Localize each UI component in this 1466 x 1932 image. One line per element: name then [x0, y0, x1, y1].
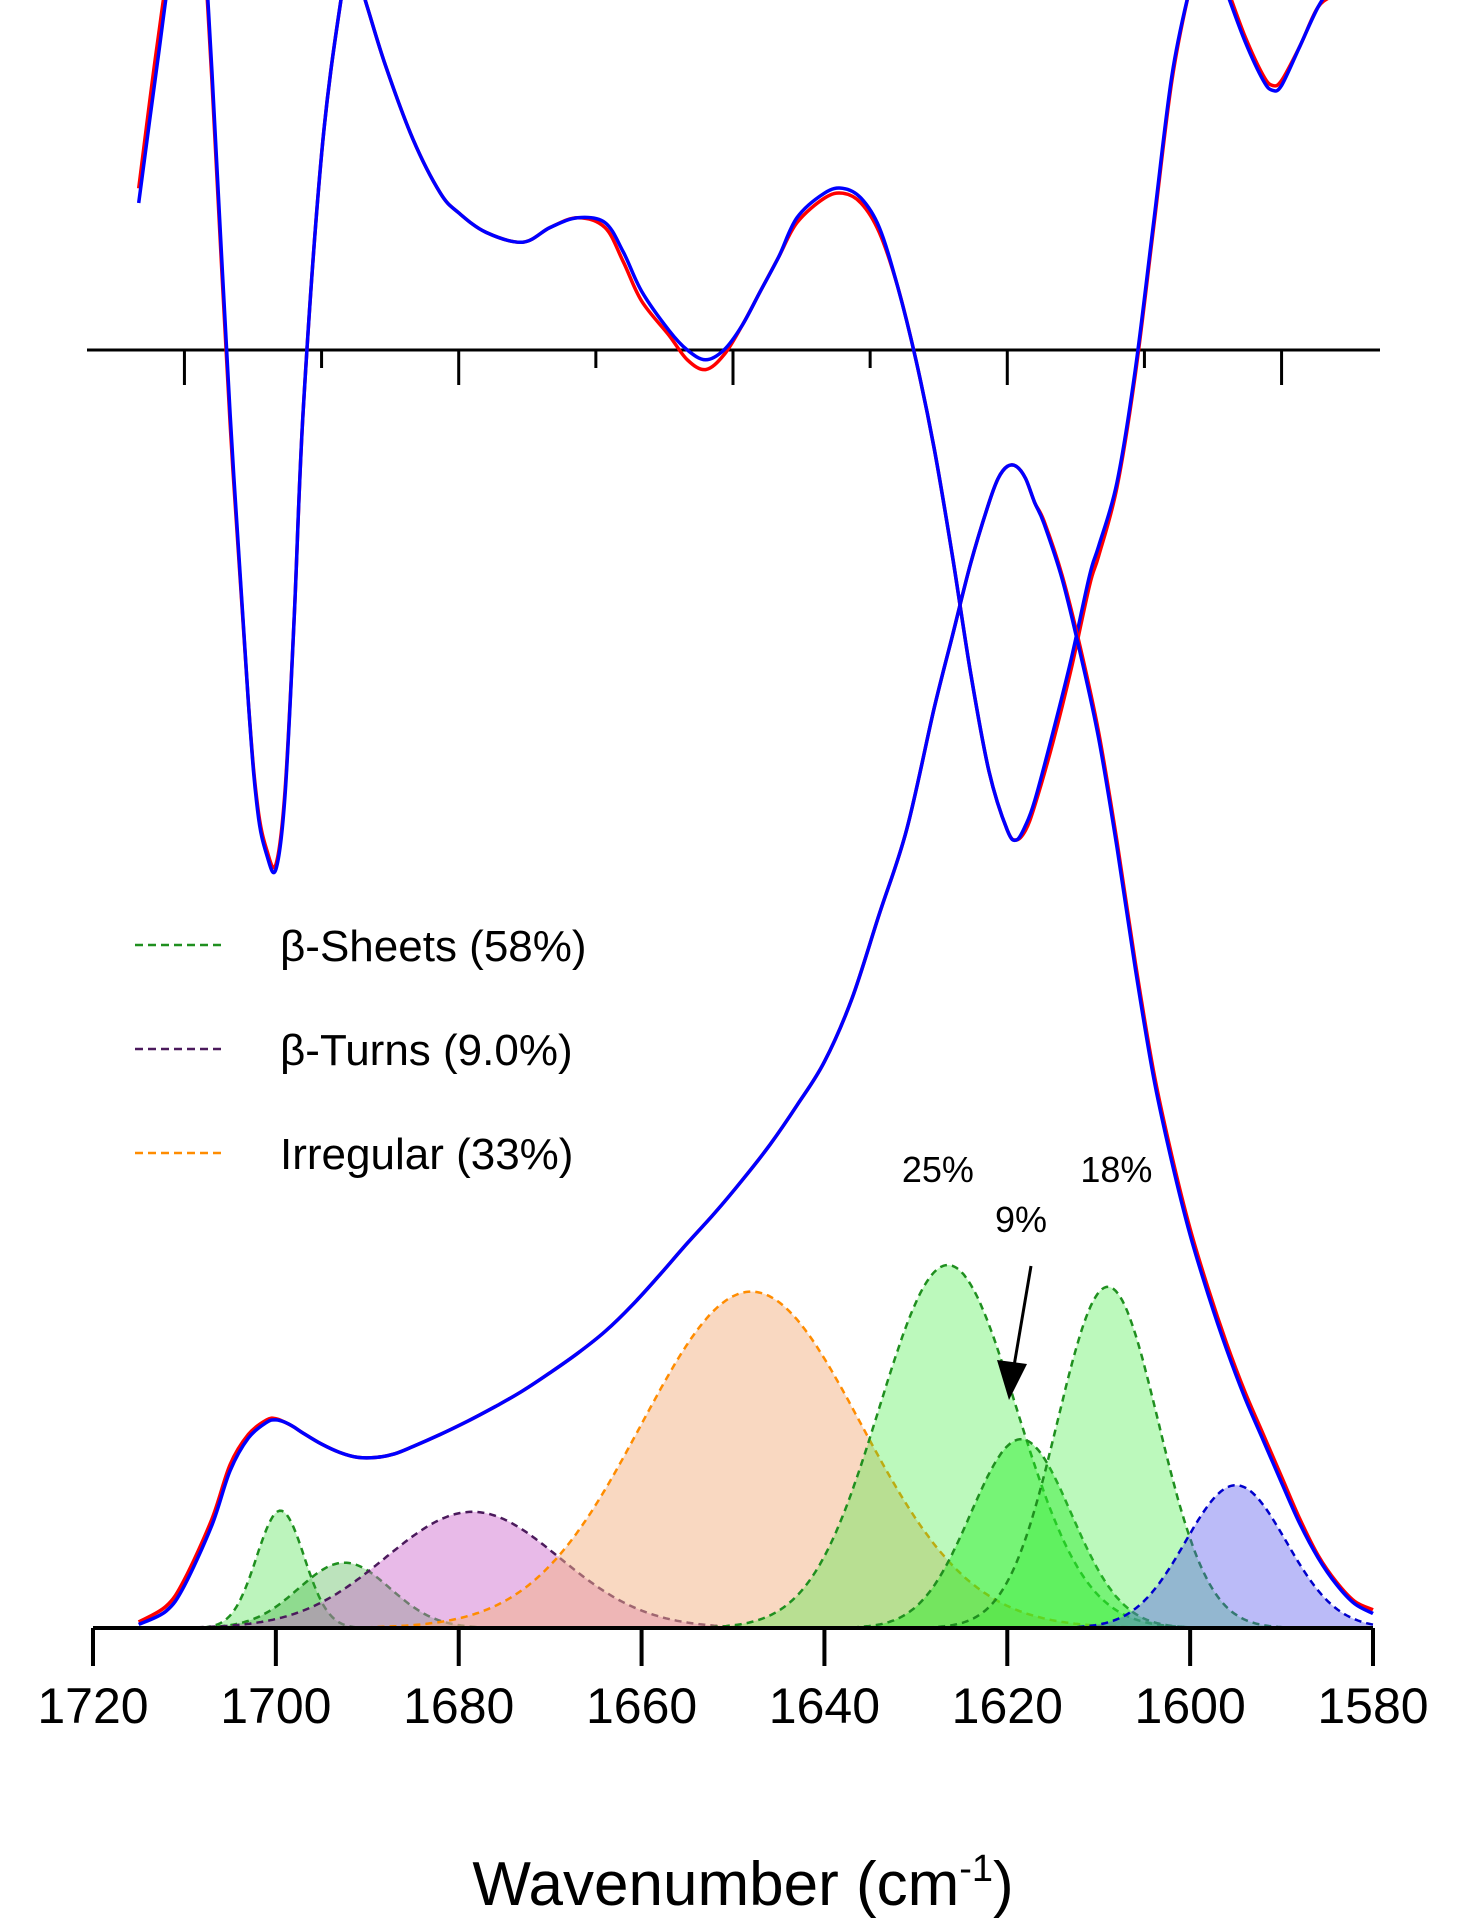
component-fill-2: [108, 1511, 838, 1628]
x-tick-label: 1700: [220, 1678, 331, 1734]
top-series-line-0: [136, 0, 1329, 870]
annotation-label-9: 9%: [995, 1199, 1047, 1240]
x-tick-label: 1640: [769, 1678, 880, 1734]
component-fill-6: [898, 1286, 1320, 1628]
annotation-label-25: 25%: [902, 1149, 974, 1190]
second-derivative-panel: [87, 0, 1380, 875]
annotation-arrow-head: [997, 1360, 1027, 1400]
component-fill-0: [181, 1510, 381, 1628]
x-tick-label: 1620: [952, 1678, 1063, 1734]
x-tick-label: 1660: [586, 1678, 697, 1734]
x-tick-label: 1720: [37, 1678, 148, 1734]
component-fill-4: [659, 1265, 1236, 1628]
component-fill-3: [290, 1291, 1213, 1628]
annotation-arrow-shaft: [1011, 1265, 1033, 1373]
annotation-label-18: 18%: [1080, 1149, 1152, 1190]
envelope-line-1: [137, 463, 1374, 1627]
x-tick-label: 1580: [1317, 1678, 1428, 1734]
component-fill-7: [1026, 1485, 1373, 1628]
component-line-5: [811, 1438, 1233, 1630]
component-line-4: [659, 1263, 1236, 1630]
legend-label-1: β-Turns (9.0%): [280, 1026, 573, 1075]
component-fill-5: [811, 1439, 1233, 1628]
legend-label-2: Irregular (33%): [280, 1130, 573, 1179]
absorbance-fit-panel: 1720 1700 1680 1660 1640 1620 1600 1580: [37, 463, 1429, 1734]
top-series-line-1: [136, 0, 1325, 875]
x-axis-title-close: ): [993, 1850, 1014, 1919]
legend: β-Sheets (58%) β-Turns (9.0%) Irregular (3…: [135, 922, 587, 1179]
x-axis-title: Wavenumber (cm-1): [472, 1848, 1013, 1919]
x-tick-label: 1680: [403, 1678, 514, 1734]
component-line-0: [181, 1509, 381, 1630]
legend-label-0: β-Sheets (58%): [280, 922, 587, 971]
x-tick-label: 1600: [1135, 1678, 1246, 1734]
annotations: 25% 18% 9%: [902, 1149, 1152, 1400]
component-fill-1: [152, 1562, 537, 1628]
x-axis-title-superscript: -1: [959, 1848, 993, 1890]
